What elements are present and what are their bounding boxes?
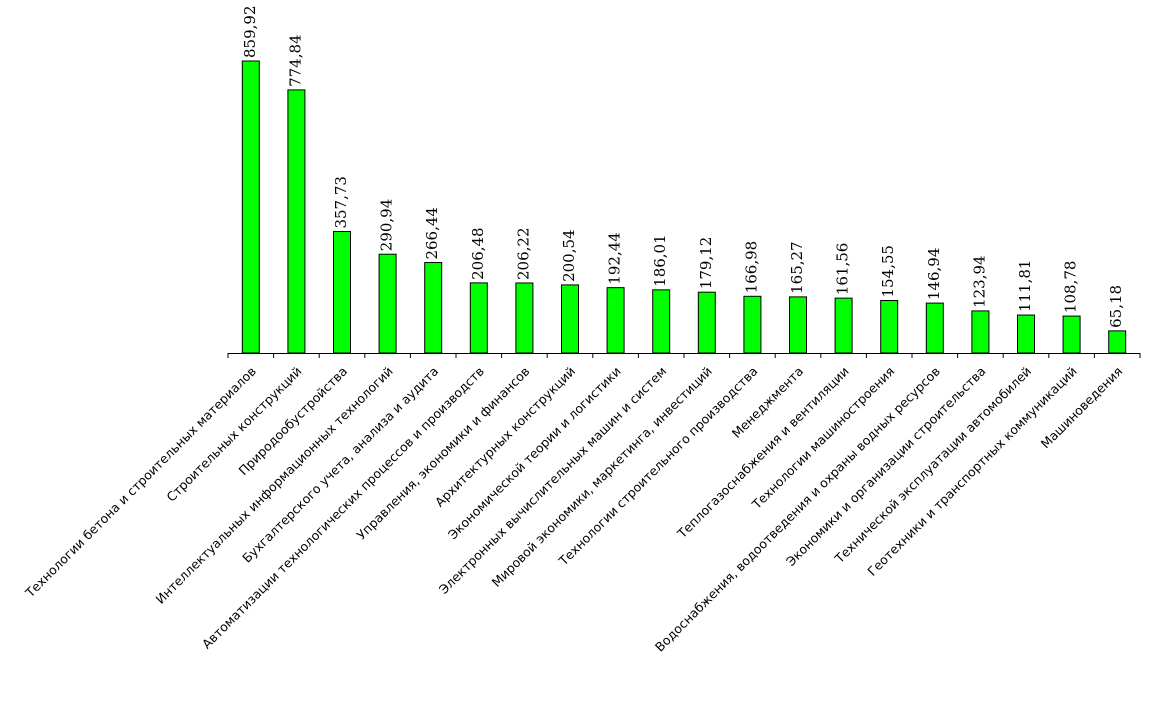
bar-value-label: 154,55	[879, 245, 897, 298]
bar	[378, 253, 397, 354]
bar-value-label: 165,27	[788, 241, 806, 294]
bar-value-label: 357,73	[332, 176, 350, 229]
bar-value-label: 146,94	[925, 248, 943, 301]
value-labels-group: 859,92 774,84 357,73 290,94 266,44 206,48 206,…	[241, 6, 1125, 328]
bar	[515, 282, 534, 354]
bar	[333, 231, 351, 354]
bar	[606, 287, 625, 354]
bar-value-label: 108,78	[1062, 261, 1080, 314]
category-label: Мировой экономики, маркетинга, инвестици…	[489, 364, 715, 590]
category-label: Машиноведения	[1038, 364, 1126, 452]
bar	[971, 310, 990, 354]
bar	[789, 296, 807, 354]
bar	[241, 60, 260, 354]
bar-value-label: 65,18	[1107, 285, 1125, 328]
bar	[424, 262, 443, 354]
bar-value-label: 200,54	[560, 229, 578, 282]
bar	[925, 302, 944, 354]
bar	[1062, 315, 1081, 354]
bar	[880, 300, 899, 354]
bar-value-label: 179,12	[697, 237, 715, 290]
bar	[1108, 330, 1127, 354]
bars-group	[241, 60, 1127, 354]
bar-value-label: 206,22	[514, 227, 532, 280]
bar-value-label: 123,94	[970, 255, 988, 308]
category-label: Технологии бетона и строительных материа…	[22, 364, 259, 601]
bar	[287, 89, 306, 354]
bar	[561, 284, 579, 354]
bar-value-label: 206,48	[469, 227, 487, 280]
bar-value-label: 166,98	[742, 241, 760, 294]
bar-value-label: 192,44	[606, 232, 624, 285]
bar-value-label: 111,81	[1016, 260, 1034, 313]
bar	[834, 297, 853, 354]
bar	[652, 289, 671, 354]
bar	[697, 291, 716, 354]
bar-value-label: 186,01	[651, 234, 669, 287]
bar-value-label: 161,56	[834, 243, 852, 296]
bar-value-label: 859,92	[241, 6, 259, 58]
bar	[469, 282, 488, 354]
bar-value-label: 774,84	[286, 34, 304, 87]
bar	[1017, 314, 1035, 354]
category-labels-group: Технологии бетона и строительных материа…	[22, 364, 1126, 655]
category-label: Геотехники и транспортных коммуникаций	[864, 364, 1079, 579]
category-label: Теплогазоснабжения и вентиляции	[674, 364, 852, 542]
bar	[743, 295, 762, 354]
bar-value-label: 266,44	[423, 207, 441, 260]
bar-value-label: 290,94	[378, 199, 396, 252]
